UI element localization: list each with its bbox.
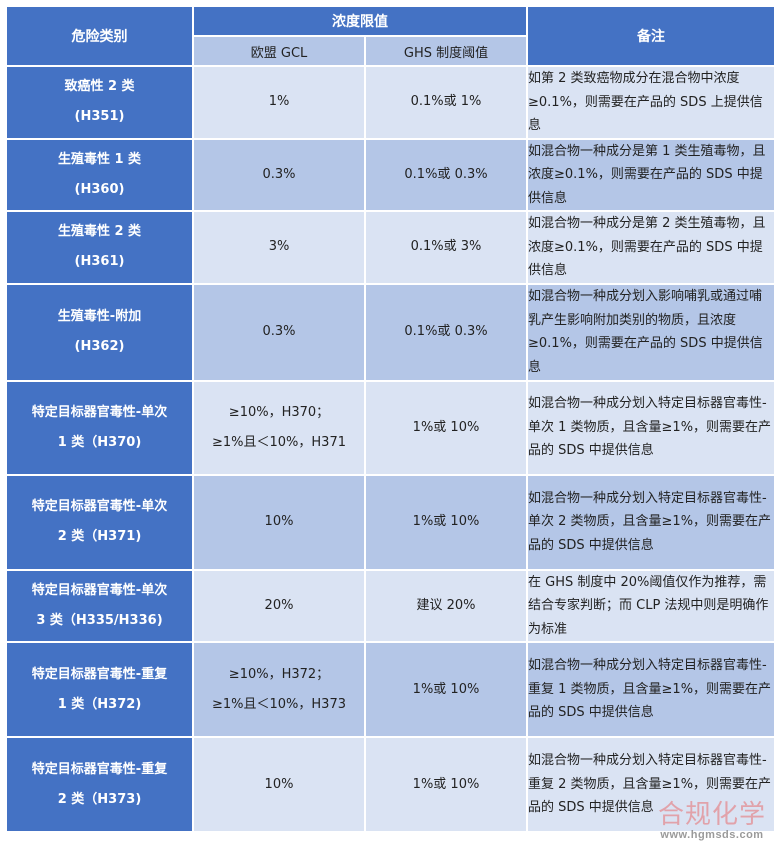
hazard-category-text: 致癌性 2 类 bbox=[64, 79, 135, 95]
table-row: 特定目标器官毒性-单次 2 类（H371) 10% 1%或 10% 如混合物一种成分划入… bbox=[5, 473, 776, 571]
ghs-threshold-value: 0.1%或 0.3% bbox=[404, 166, 488, 182]
hazard-category-text: 1 类（H370) bbox=[57, 434, 142, 450]
eu-gcl-cell: ≥10%，H370； ≥1%且＜10%，H371 bbox=[192, 379, 366, 476]
remark-cell: 如混合物一种成分是第 1 类生殖毒物，且浓度≥0.1%，则需要在产品的 SDS … bbox=[526, 137, 776, 212]
hazard-category-cell: 生殖毒性-附加 (H362) bbox=[5, 282, 194, 382]
ghs-threshold-value: 0.1%或 0.3% bbox=[404, 324, 488, 339]
ghs-threshold-value: 建议 20% bbox=[416, 597, 476, 613]
table-body: 致癌性 2 类 (H351) 1% 0.1%或 1% 如第 2 类致癌物成分在混合物中浓… bbox=[5, 65, 776, 833]
remark-cell: 如混合物一种成分划入特定目标器官毒性-重复 1 类物质，且含量≥1%，则需要在产… bbox=[526, 641, 776, 738]
hazard-category-text: 特定目标器官毒性-单次 bbox=[31, 499, 168, 514]
header-eu-gcl: 欧盟 GCL bbox=[192, 35, 366, 67]
eu-gcl-cell: 0.3% bbox=[192, 282, 366, 382]
hazard-category-cell: 特定目标器官毒性-单次 3 类（H335/H336) bbox=[5, 568, 194, 643]
eu-gcl-value: 10% bbox=[264, 514, 294, 529]
hazard-category-cell: 特定目标器官毒性-重复 1 类（H372) bbox=[5, 641, 194, 738]
ghs-threshold-cell: 0.1%或 1% bbox=[364, 65, 528, 140]
eu-gcl-value: 1% bbox=[268, 94, 290, 110]
hazard-category-text: 特定目标器官毒性-重复 bbox=[31, 761, 168, 777]
hazard-category-cell: 特定目标器官毒性-重复 2 类（H373) bbox=[5, 736, 194, 833]
eu-gcl-value: 3% bbox=[268, 239, 290, 255]
header-ghs-threshold: GHS 制度阈值 bbox=[364, 35, 528, 67]
remark-cell: 如混合物一种成分是第 2 类生殖毒物，且浓度≥0.1%，则需要在产品的 SDS … bbox=[526, 210, 776, 285]
hazard-category-cell: 生殖毒性 1 类 (H360) bbox=[5, 137, 194, 212]
eu-gcl-cell: 10% bbox=[192, 473, 366, 571]
ghs-threshold-value: 0.1%或 3% bbox=[410, 239, 482, 255]
eu-gcl-cell: 0.3% bbox=[192, 137, 366, 212]
hazard-category-text: (H360) bbox=[74, 181, 125, 197]
hazard-category-text: (H351) bbox=[74, 109, 125, 125]
hazard-category-text: 生殖毒性 1 类 bbox=[57, 151, 142, 167]
hazard-category-cell: 特定目标器官毒性-单次 2 类（H371) bbox=[5, 473, 194, 571]
eu-gcl-value: ≥10%，H372； bbox=[228, 666, 330, 682]
table-row: 生殖毒性 1 类 (H360) 0.3% 0.1%或 0.3% 如混合物一种成分是第 1… bbox=[5, 137, 776, 212]
table-row: 特定目标器官毒性-重复 2 类（H373) 10% 1%或 10% 如混合物一种成分划入… bbox=[5, 736, 776, 833]
hazard-category-text: 2 类（H371) bbox=[57, 529, 142, 544]
table-row: 生殖毒性 2 类 (H361) 3% 0.1%或 3% 如混合物一种成分是第 2 类生殖… bbox=[5, 210, 776, 285]
ghs-threshold-cell: 1%或 10% bbox=[364, 641, 528, 738]
remark-cell: 如第 2 类致癌物成分在混合物中浓度≥0.1%，则需要在产品的 SDS 上提供信… bbox=[526, 65, 776, 140]
hazard-category-text: (H362) bbox=[74, 339, 125, 354]
remark-cell: 如混合物一种成分划入特定目标器官毒性-单次 1 类物质，且含量≥1%，则需要在产… bbox=[526, 379, 776, 476]
ghs-threshold-value: 0.1%或 1% bbox=[410, 94, 482, 110]
table-row: 特定目标器官毒性-重复 1 类（H372) ≥10%，H372； ≥1%且＜10%，H… bbox=[5, 641, 776, 738]
ghs-threshold-value: 1%或 10% bbox=[412, 681, 480, 697]
hazard-category-cell: 致癌性 2 类 (H351) bbox=[5, 65, 194, 140]
hazard-category-text: 特定目标器官毒性-重复 bbox=[31, 666, 168, 682]
eu-gcl-cell: 10% bbox=[192, 736, 366, 833]
hazard-category-text: 1 类（H372) bbox=[57, 696, 142, 712]
eu-gcl-value: ≥1%且＜10%，H373 bbox=[212, 696, 346, 712]
hazard-category-cell: 生殖毒性 2 类 (H361) bbox=[5, 210, 194, 285]
ghs-threshold-cell: 1%或 10% bbox=[364, 736, 528, 833]
remark-cell: 如混合物一种成分划入特定目标器官毒性-单次 2 类物质，且含量≥1%，则需要在产… bbox=[526, 473, 776, 571]
ghs-threshold-value: 1%或 10% bbox=[412, 514, 480, 529]
table-row: 特定目标器官毒性-单次 3 类（H335/H336) 20% 建议 20% 在 GHS … bbox=[5, 568, 776, 643]
eu-gcl-cell: 3% bbox=[192, 210, 366, 285]
hazard-category-text: 3 类（H335/H336) bbox=[36, 612, 163, 628]
eu-gcl-value: 20% bbox=[264, 597, 294, 613]
hazard-concentration-table: 危险类别 浓度限值 备注 欧盟 GCL GHS 制度阈值 致癌性 2 类 (H35… bbox=[5, 5, 776, 833]
remark-cell: 在 GHS 制度中 20%阈值仅作为推荐，需结合专家判断；而 CLP 法规中则是… bbox=[526, 568, 776, 643]
ghs-threshold-value: 1%或 10% bbox=[412, 776, 480, 792]
header-remarks: 备注 bbox=[526, 5, 776, 67]
eu-gcl-value: 10% bbox=[264, 776, 294, 792]
eu-gcl-cell: 1% bbox=[192, 65, 366, 140]
ghs-threshold-value: 1%或 10% bbox=[412, 419, 480, 435]
header-concentration-limits: 浓度限值 bbox=[192, 5, 528, 37]
hazard-category-cell: 特定目标器官毒性-单次 1 类（H370) bbox=[5, 379, 194, 476]
eu-gcl-cell: 20% bbox=[192, 568, 366, 643]
hazard-category-text: 2 类（H373) bbox=[57, 791, 142, 807]
table-row: 特定目标器官毒性-单次 1 类（H370) ≥10%，H370； ≥1%且＜10%，H… bbox=[5, 379, 776, 476]
hazard-category-text: 特定目标器官毒性-单次 bbox=[31, 582, 168, 598]
remark-cell: 如混合物一种成分划入影响哺乳或通过哺乳产生影响附加类别的物质，且浓度≥0.1%，… bbox=[526, 282, 776, 382]
eu-gcl-value: 0.3% bbox=[262, 166, 296, 182]
eu-gcl-value: ≥1%且＜10%，H371 bbox=[212, 434, 346, 450]
eu-gcl-value: 0.3% bbox=[262, 324, 296, 339]
ghs-threshold-cell: 1%或 10% bbox=[364, 473, 528, 571]
ghs-threshold-cell: 0.1%或 0.3% bbox=[364, 137, 528, 212]
ghs-threshold-cell: 1%或 10% bbox=[364, 379, 528, 476]
ghs-threshold-cell: 建议 20% bbox=[364, 568, 528, 643]
ghs-threshold-cell: 0.1%或 0.3% bbox=[364, 282, 528, 382]
eu-gcl-value: ≥10%，H370； bbox=[228, 404, 330, 420]
hazard-category-text: 生殖毒性-附加 bbox=[57, 309, 142, 324]
header-hazard-category: 危险类别 bbox=[5, 5, 194, 67]
hazard-category-text: 生殖毒性 2 类 bbox=[57, 224, 142, 240]
ghs-threshold-cell: 0.1%或 3% bbox=[364, 210, 528, 285]
hazard-category-text: (H361) bbox=[74, 254, 125, 270]
eu-gcl-cell: ≥10%，H372； ≥1%且＜10%，H373 bbox=[192, 641, 366, 738]
hazard-category-text: 特定目标器官毒性-单次 bbox=[31, 404, 168, 420]
table-row: 生殖毒性-附加 (H362) 0.3% 0.1%或 0.3% 如混合物一种成分划入影响哺… bbox=[5, 282, 776, 382]
remark-cell: 如混合物一种成分划入特定目标器官毒性-重复 2 类物质，且含量≥1%，则需要在产… bbox=[526, 736, 776, 833]
table-row: 致癌性 2 类 (H351) 1% 0.1%或 1% 如第 2 类致癌物成分在混合物中浓… bbox=[5, 65, 776, 140]
